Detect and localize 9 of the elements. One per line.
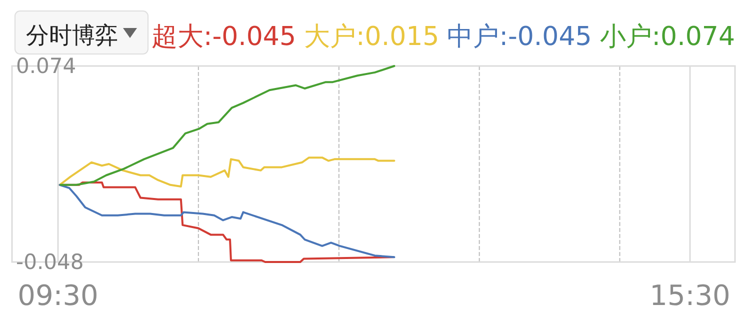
- x-tick-label: 09:30: [18, 279, 98, 312]
- text: 小户:0.074: [600, 22, 735, 52]
- text: 大户:0.015: [304, 22, 440, 52]
- y-tick-label: 0.074: [16, 54, 76, 78]
- y-tick-label: -0.048: [16, 250, 84, 274]
- chart-title: 分时博弈: [26, 23, 118, 49]
- text: 超大:-0.045: [151, 22, 296, 52]
- text: 中户:-0.045: [447, 22, 592, 52]
- x-tick-label: 15:30: [650, 279, 730, 312]
